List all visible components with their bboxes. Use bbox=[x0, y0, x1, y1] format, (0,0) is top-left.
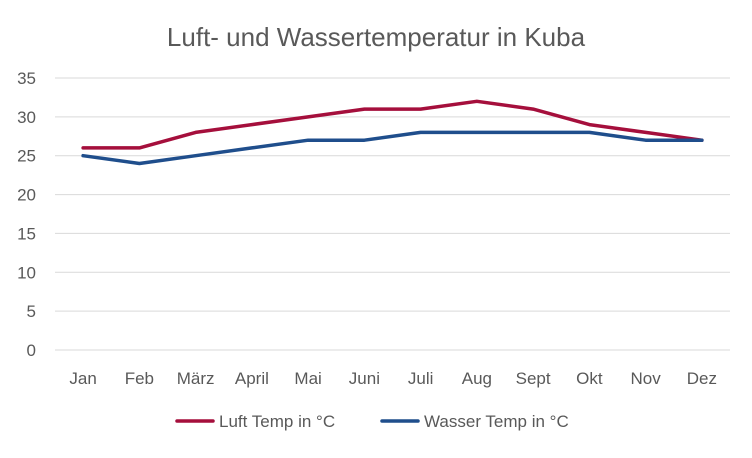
series-line-luft bbox=[81, 99, 704, 150]
chart-title: Luft- und Wassertemperatur in Kuba bbox=[167, 22, 586, 52]
y-tick-label: 30 bbox=[17, 108, 36, 127]
x-tick-label: März bbox=[177, 369, 215, 388]
y-tick-label: 0 bbox=[27, 341, 36, 360]
y-tick-label: 20 bbox=[17, 186, 36, 205]
x-tick-label: April bbox=[235, 369, 269, 388]
x-tick-label: Jan bbox=[69, 369, 96, 388]
gridlines bbox=[55, 77, 730, 351]
x-tick-label: Dez bbox=[687, 369, 717, 388]
legend-label: Luft Temp in °C bbox=[219, 412, 335, 431]
y-tick-label: 25 bbox=[17, 147, 36, 166]
x-tick-label: Sept bbox=[516, 369, 551, 388]
x-tick-label: Feb bbox=[125, 369, 154, 388]
x-tick-label: Aug bbox=[462, 369, 492, 388]
y-tick-label: 10 bbox=[17, 263, 36, 282]
x-axis-ticks: Jan Feb März April Mai Juni Juli Aug Sept Okt Nov D… bbox=[69, 369, 717, 388]
x-tick-label: Juni bbox=[349, 369, 380, 388]
y-axis-ticks: 0 5 10 15 20 25 30 35 bbox=[17, 69, 36, 360]
series-lines bbox=[81, 99, 704, 166]
x-tick-label: Nov bbox=[631, 369, 662, 388]
series-line-wasser bbox=[81, 130, 704, 166]
y-tick-label: 5 bbox=[27, 302, 36, 321]
x-tick-label: Mai bbox=[294, 369, 321, 388]
legend-label: Wasser Temp in °C bbox=[424, 412, 569, 431]
x-tick-label: Okt bbox=[576, 369, 603, 388]
y-tick-label: 15 bbox=[17, 224, 36, 243]
x-tick-label: Juli bbox=[408, 369, 434, 388]
legend: Luft Temp in °C Wasser Temp in °C bbox=[175, 412, 569, 431]
y-tick-label: 35 bbox=[17, 69, 36, 88]
